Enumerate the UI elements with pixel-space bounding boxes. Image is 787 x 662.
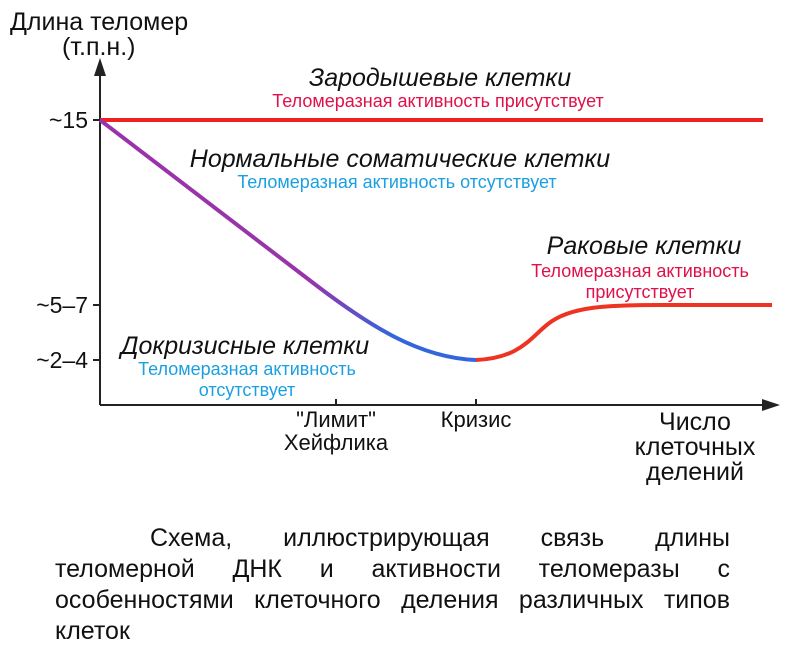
x-axis-title-line2: клеточных (635, 433, 756, 461)
x-label-crisis: Кризис (441, 407, 512, 432)
cancer-cells-curve (475, 303, 772, 362)
germ-cells-subtitle: Теломеразная активность присутствует (272, 91, 604, 111)
x-label-limit-line1: "Лимит" (296, 407, 376, 432)
telomere-diagram: Длина теломер (т.п.н.) ~15 ~5–7 ~2–4 "Ли… (10, 8, 780, 486)
precrisis-cells-subtitle-line2: отсутствует (199, 380, 296, 400)
somatic-cells-title: Нормальные соматические клетки (190, 145, 611, 173)
somatic-cells-curve (98, 118, 477, 362)
x-label-limit-line2: Хейфлика (284, 430, 389, 455)
y-axis-title-line1: Длина теломер (10, 8, 188, 36)
somatic-cells-subtitle: Теломеразная активность отсутствует (237, 172, 556, 192)
y-tick-label-2-4: ~2–4 (36, 347, 88, 373)
x-axis-title-line1: Число (659, 408, 731, 436)
precrisis-cells-title: Докризисные клетки (118, 332, 369, 360)
cancer-cells-subtitle-line2: присутствует (586, 282, 695, 302)
y-tick-label-5-7: ~5–7 (36, 292, 88, 318)
germ-cells-title: Зародышевые клетки (309, 64, 571, 92)
figure-caption: Схема, иллюстрирующая связь длины теломе… (55, 524, 730, 645)
y-axis-arrow-icon (94, 58, 106, 76)
x-axis-arrow-icon (762, 399, 780, 411)
precrisis-cells-subtitle-line1: Теломеразная активность (138, 359, 356, 379)
cancer-cells-subtitle-line1: Теломеразная активность (531, 261, 749, 281)
cancer-cells-title: Раковые клетки (547, 232, 742, 260)
y-axis-title-line2: (т.п.н.) (62, 33, 136, 61)
y-tick-label-15: ~15 (49, 107, 88, 133)
x-axis-title-line3: делений (646, 458, 744, 486)
